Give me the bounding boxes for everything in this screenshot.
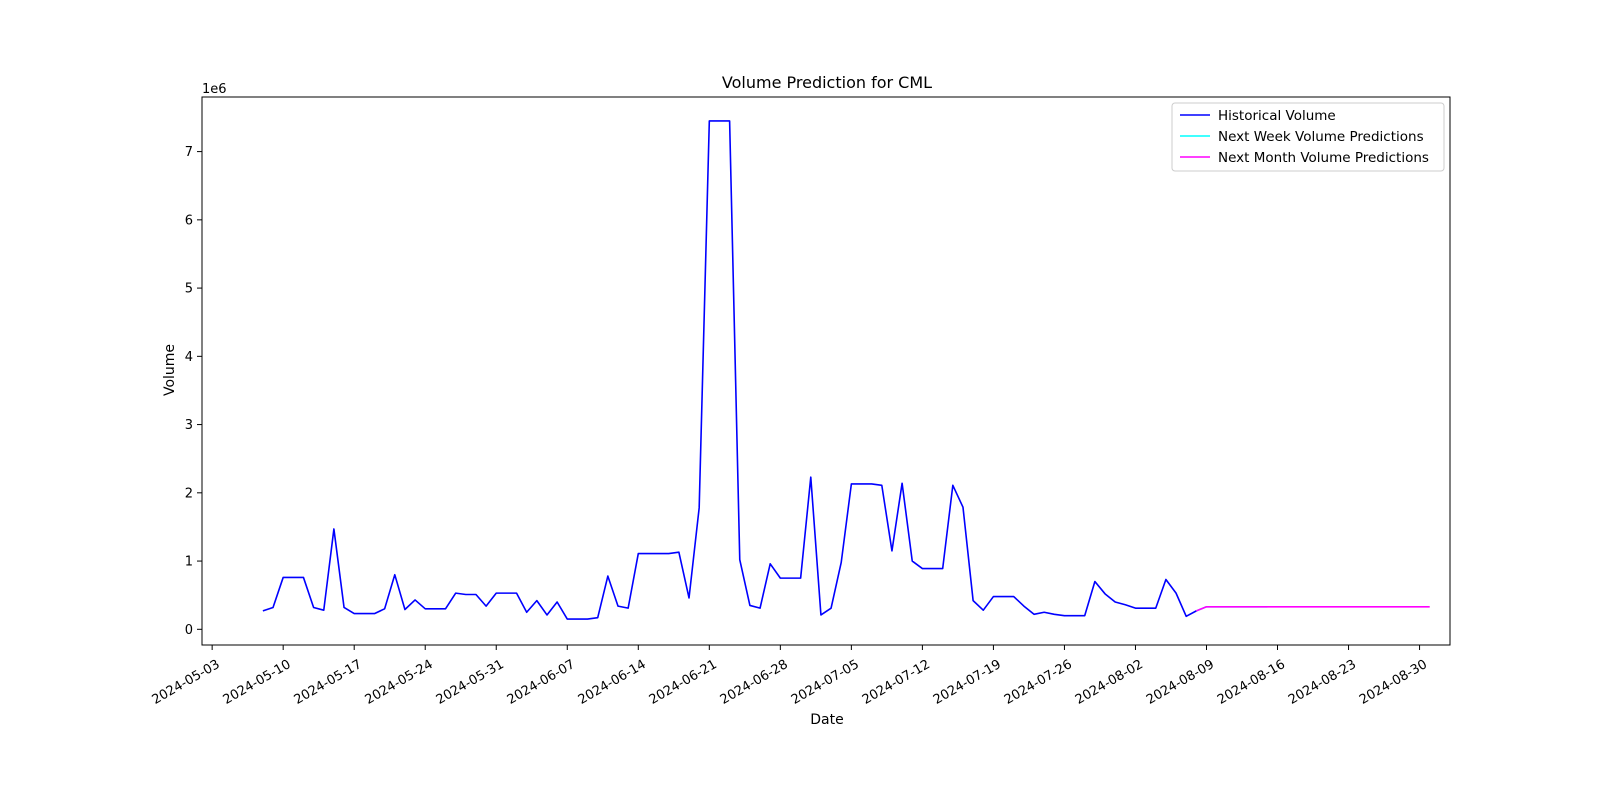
x-tick-label: 2024-07-26 — [1002, 657, 1075, 708]
legend: Historical Volume Next Week Volume Predic… — [1171, 102, 1445, 172]
x-tick-label: 2024-07-19 — [931, 657, 1004, 708]
y-tick-label: 3 — [185, 418, 193, 433]
chart-title: Volume Prediction for CML — [722, 73, 932, 92]
legend-box — [1171, 102, 1445, 172]
legend-entry: Next Month Volume Predictions — [1218, 150, 1429, 166]
y-tick-label: 7 — [185, 145, 193, 160]
x-tick-label: 2024-05-10 — [221, 657, 294, 708]
x-tick-label: 2024-08-16 — [1215, 657, 1288, 708]
y-scale-label: 1e6 — [202, 82, 227, 97]
x-tick-label: 2024-07-05 — [789, 657, 862, 708]
series-line-next-month-volume-predictions — [1196, 605, 1430, 612]
legend-entry: Historical Volume — [1218, 108, 1336, 124]
y-tick-label: 6 — [185, 213, 193, 228]
x-tick-label: 2024-05-24 — [363, 657, 436, 708]
x-tick-label: 2024-08-23 — [1286, 657, 1359, 708]
y-tick-label: 2 — [185, 486, 193, 501]
x-tick-label: 2024-05-03 — [150, 657, 223, 708]
y-axis: 0 1 2 3 4 5 6 7 — [185, 145, 202, 638]
y-tick-label: 4 — [185, 350, 193, 365]
x-tick-label: 2024-08-09 — [1144, 657, 1217, 708]
series-line-historical-volume — [262, 120, 1197, 620]
legend-entry: Next Week Volume Predictions — [1218, 129, 1424, 145]
y-axis-label: Volume — [162, 344, 178, 396]
x-tick-label: 2024-06-07 — [505, 657, 578, 708]
x-tick-label: 2024-05-31 — [434, 657, 507, 708]
x-axis-label: Date — [810, 712, 843, 728]
x-tick-label: 2024-08-02 — [1073, 657, 1146, 708]
y-tick-label: 0 — [185, 623, 193, 638]
x-tick-label: 2024-07-12 — [860, 657, 933, 708]
plot-area — [262, 120, 1430, 620]
x-tick-label: 2024-08-30 — [1357, 657, 1430, 708]
x-tick-label: 2024-05-17 — [292, 657, 365, 708]
x-tick-label: 2024-06-14 — [576, 657, 649, 708]
x-axis: 2024-05-032024-05-102024-05-172024-05-24… — [150, 645, 1430, 708]
x-tick-label: 2024-06-21 — [647, 657, 720, 708]
x-tick-label: 2024-06-28 — [718, 657, 791, 708]
plot-frame — [201, 96, 1451, 646]
y-tick-label: 5 — [185, 282, 193, 297]
y-tick-label: 1 — [185, 555, 193, 570]
